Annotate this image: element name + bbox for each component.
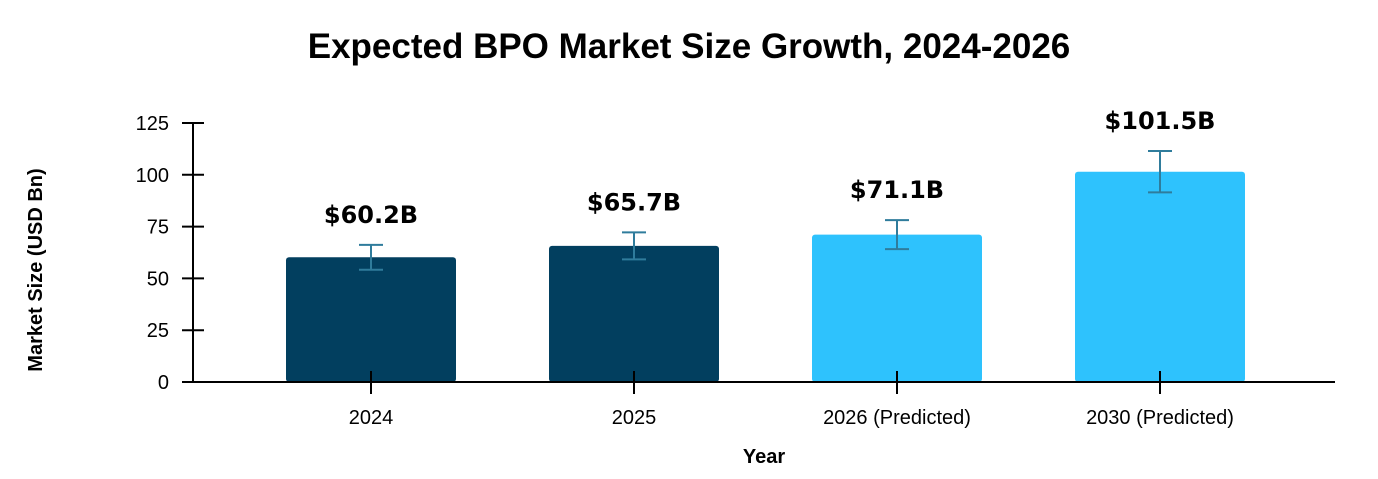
y-tick-label-4: 100 xyxy=(136,165,169,187)
x-tick-label-2: 2026 (Predicted) xyxy=(823,407,971,429)
y-tick-label-1: 25 xyxy=(147,320,169,342)
y-tick-label-3: 75 xyxy=(147,217,169,239)
data-label-1: $65.7B xyxy=(587,188,681,216)
y-tick-label-5: 125 xyxy=(136,113,169,135)
bar-1 xyxy=(549,245,719,382)
y-axis-label: Market Size (USD Bn) xyxy=(25,168,47,371)
x-tick-label-3: 2030 (Predicted) xyxy=(1086,407,1234,429)
data-label-2: $71.1B xyxy=(850,176,944,204)
y-tick-label-2: 50 xyxy=(147,268,169,290)
x-axis-label: Year xyxy=(743,446,785,468)
bar-3 xyxy=(1075,171,1245,382)
data-label-0: $60.2B xyxy=(324,201,418,229)
x-tick-label-0: 2024 xyxy=(349,407,394,429)
x-tick-label-1: 2025 xyxy=(612,407,657,429)
bar-0 xyxy=(286,257,456,382)
bar-2 xyxy=(812,234,982,382)
data-label-3: $101.5B xyxy=(1105,107,1216,135)
chart-title: Expected BPO Market Size Growth, 2024-20… xyxy=(308,27,1071,66)
y-tick-label-0: 0 xyxy=(158,372,169,394)
